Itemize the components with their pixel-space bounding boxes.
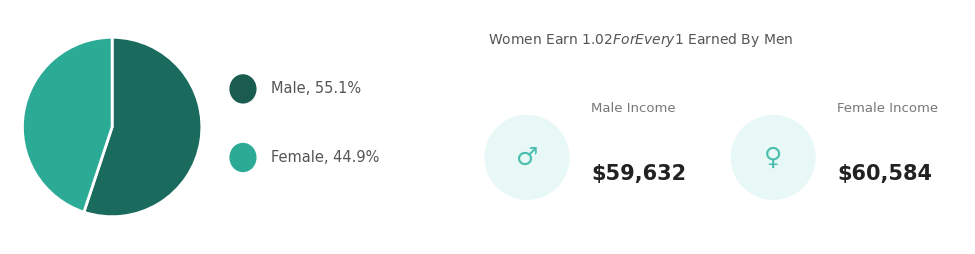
Text: Male, 55.1%: Male, 55.1% [271,81,361,97]
Text: Female Income: Female Income [838,102,938,115]
Text: Female, 44.9%: Female, 44.9% [271,150,379,165]
Ellipse shape [486,116,568,199]
Text: Male Income: Male Income [591,102,676,115]
Text: Women Earn $1.02 For Every $1 Earned By Men: Women Earn $1.02 For Every $1 Earned By … [488,31,793,49]
Ellipse shape [731,116,815,199]
Circle shape [230,144,255,171]
Circle shape [230,75,255,103]
Wedge shape [84,37,202,217]
Text: $60,584: $60,584 [838,164,932,184]
Text: $59,632: $59,632 [591,164,686,184]
Wedge shape [22,37,112,212]
Text: ♀: ♀ [764,145,782,169]
Text: ♂: ♂ [516,145,538,169]
